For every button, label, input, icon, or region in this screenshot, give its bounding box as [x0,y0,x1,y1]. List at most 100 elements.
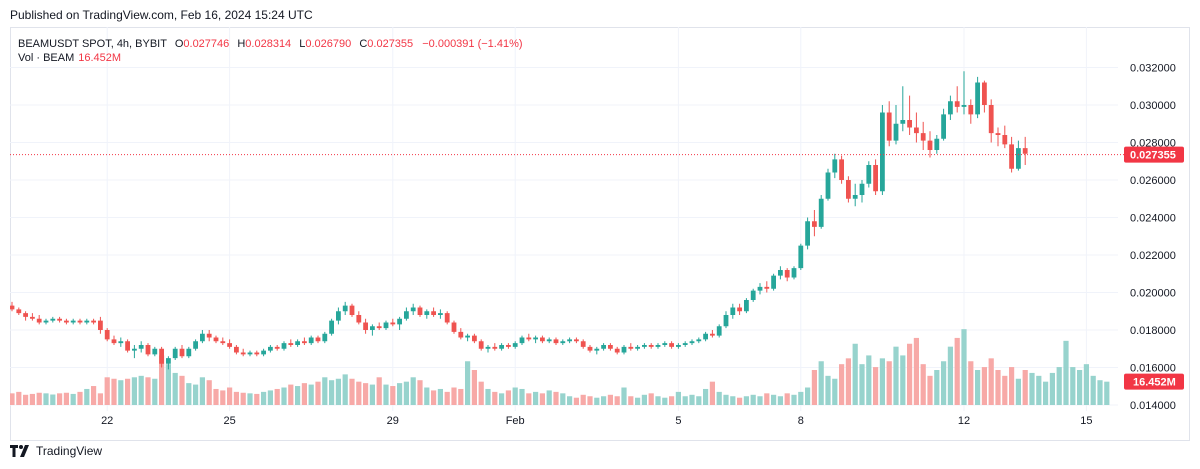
candle [329,318,334,336]
candlestick-chart[interactable]: 0.032000 0.030000 0.028000 0.026000 0.024000… [10,27,1190,442]
volume-bar [77,391,83,405]
candle-body [676,345,681,347]
candle [159,346,164,368]
candle [363,318,368,334]
candle-body [506,345,511,347]
candle [750,288,756,302]
candle-body [689,341,695,344]
candle-body [179,348,185,357]
volume-bar [383,384,389,405]
candle [186,346,192,359]
volume-bar [730,396,736,405]
volume-bar [390,386,396,405]
candle-body [10,305,15,310]
candle-body [784,270,790,278]
candle [805,217,810,250]
chart-frame[interactable] [10,27,1190,441]
volume-bar [975,370,981,405]
volume-bar [947,346,953,405]
volume-legend: Vol · BEAM 16.452M [18,52,121,64]
candle-body [764,286,770,289]
candle [682,341,688,347]
candle-body [873,165,878,192]
candle [778,266,783,280]
volume-bar [1029,372,1035,405]
candle-body [669,343,674,347]
volume-bar [1063,340,1069,405]
volume-bar [485,388,491,405]
volume-bar [458,388,464,405]
volume-bar [832,378,838,405]
candle-body [982,82,987,105]
candle [234,345,239,355]
candle [506,343,511,349]
candle-body [601,345,606,349]
volume-bar [478,381,484,405]
volume-bar [301,383,307,405]
candle-body [540,337,545,342]
volume-bar [1056,367,1062,405]
candle [710,330,715,338]
price-tick-label: 0.022000 [1130,250,1176,262]
candle [791,266,797,280]
candle [376,322,382,330]
candle-body [710,333,715,336]
volume-bar [424,387,430,405]
candle-body [512,343,518,347]
volume-bar [682,396,688,405]
symbol-title[interactable]: BEAMUSDT SPOT, 4h, BYBIT [18,38,167,50]
candle [274,345,280,351]
candle [1002,125,1008,149]
volume-bar [716,391,722,405]
volume-bar [1002,375,1008,405]
volume-bar [91,386,97,405]
candle-body [648,345,654,347]
volume-bar [1077,370,1083,405]
volume-bar [363,383,369,405]
price-tick-label: 0.032000 [1130,63,1176,75]
footer-brand[interactable]: TradingView [10,444,102,458]
candle [478,339,484,351]
time-tick-label: Feb [506,415,525,427]
volume-bar [369,384,375,405]
volume-bar [655,396,661,405]
candle [247,350,253,357]
candle-body [744,300,749,312]
candle [941,108,946,141]
candle-body [1016,148,1021,169]
price-tick-label: 0.016000 [1130,363,1176,375]
candle [608,343,613,351]
volume-value: 16.452M [78,52,122,64]
volume-bar [845,358,851,405]
candle [118,337,124,347]
volume-bar [36,392,42,405]
candle-body [111,339,117,344]
candle-body [417,307,423,315]
volume-label[interactable]: Vol · BEAM [18,52,75,64]
candle [676,343,681,349]
candle-body [363,322,368,330]
candle [152,346,158,357]
candle-body [886,112,892,141]
close-value: 0.027355 [367,38,414,50]
candle [533,335,538,344]
candle [716,324,722,338]
volume-bar [397,383,403,405]
candle-body [104,330,110,340]
volume-bar [818,361,824,405]
volume-bar [247,393,253,405]
candle [703,331,708,342]
candle-body [499,345,504,349]
candle-body [533,337,538,340]
candle [553,337,559,345]
candle [315,335,321,344]
candle [125,339,130,353]
volume-bars [10,329,1110,405]
candle-body [485,346,491,349]
candle-body [227,343,232,347]
candle [886,101,892,147]
volume-bar [179,375,185,405]
candle-body [472,335,477,342]
volume-bar [492,391,498,405]
candle-body [642,345,647,347]
